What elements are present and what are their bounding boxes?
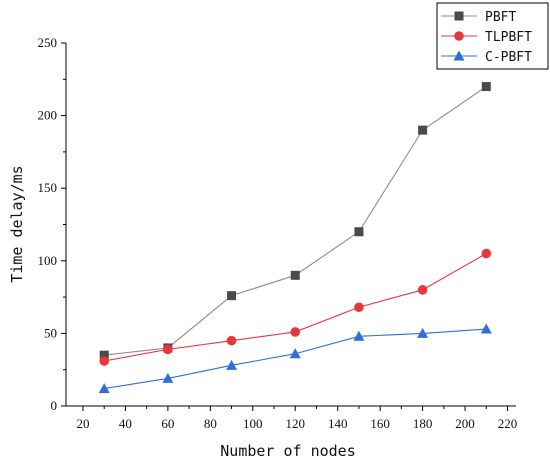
data-point-c-pbft: [480, 323, 492, 334]
data-point-c-pbft: [353, 330, 365, 341]
y-tick-label: 0: [51, 398, 58, 413]
series-line-pbft: [104, 86, 487, 356]
y-axis-title: Time delay/ms: [8, 165, 26, 282]
data-point-c-pbft: [289, 348, 301, 359]
x-axis-title: Number of nodes: [220, 442, 355, 460]
series-c-pbft: [98, 323, 492, 394]
data-point-c-pbft: [162, 372, 174, 383]
legend: PBFT TLPBFT C-PBFT: [436, 2, 549, 70]
x-tick-label: 180: [413, 416, 433, 431]
y-tick-label: 100: [38, 253, 58, 268]
data-point-tlpbft: [163, 344, 173, 355]
y-tick-label: 50: [44, 325, 57, 340]
y-tick-label: 200: [38, 108, 58, 123]
legend-item-pbft: PBFT: [441, 10, 516, 25]
series-line-tlpbft: [104, 253, 487, 362]
y-tick-label: 150: [38, 180, 58, 195]
data-point-tlpbft: [354, 302, 364, 313]
data-point-tlpbft: [417, 285, 428, 295]
data-point-tlpbft: [290, 327, 301, 337]
legend-label: PBFT: [485, 10, 516, 25]
x-tick-label: 100: [243, 416, 263, 431]
axes: 20 40 60 80 100 120 140 160 180 200 220 0 50 100 150 20…: [38, 35, 518, 431]
x-tick-label: 20: [76, 416, 89, 431]
data-point-pbft: [290, 270, 300, 280]
data-point-c-pbft: [226, 359, 238, 370]
legend-marker: [454, 31, 464, 41]
legend-item-tlpbft: TLPBFT: [441, 30, 532, 45]
data-point-pbft: [481, 82, 491, 92]
x-tick-label: 40: [119, 416, 132, 431]
series-layer: [98, 82, 492, 394]
data-point-tlpbft: [481, 248, 492, 259]
series-pbft: [99, 82, 491, 360]
x-tick-label: 140: [328, 416, 348, 431]
data-point-tlpbft: [99, 356, 110, 366]
x-tick-label: 60: [161, 416, 174, 431]
data-point-c-pbft: [98, 383, 110, 394]
data-point-pbft: [354, 227, 364, 237]
x-tick-label: 120: [285, 416, 305, 431]
data-point-tlpbft: [226, 335, 237, 346]
series-line-c-pbft: [104, 328, 487, 390]
legend-marker: [453, 50, 465, 61]
legend-label: TLPBFT: [485, 30, 532, 45]
x-tick-label: 80: [204, 416, 217, 431]
legend-marker: [454, 11, 464, 21]
x-tick-label: 200: [455, 416, 475, 431]
legend-item-c-pbft: C-PBFT: [441, 50, 532, 65]
x-tick-label: 160: [370, 416, 390, 431]
data-point-pbft: [418, 125, 428, 135]
data-point-pbft: [227, 291, 237, 301]
series-tlpbft: [99, 248, 492, 366]
legend-label: C-PBFT: [485, 50, 532, 65]
x-tick-label: 220: [498, 416, 518, 431]
data-point-c-pbft: [417, 327, 429, 338]
data-point-pbft: [99, 350, 109, 360]
y-tick-label: 250: [38, 35, 58, 50]
